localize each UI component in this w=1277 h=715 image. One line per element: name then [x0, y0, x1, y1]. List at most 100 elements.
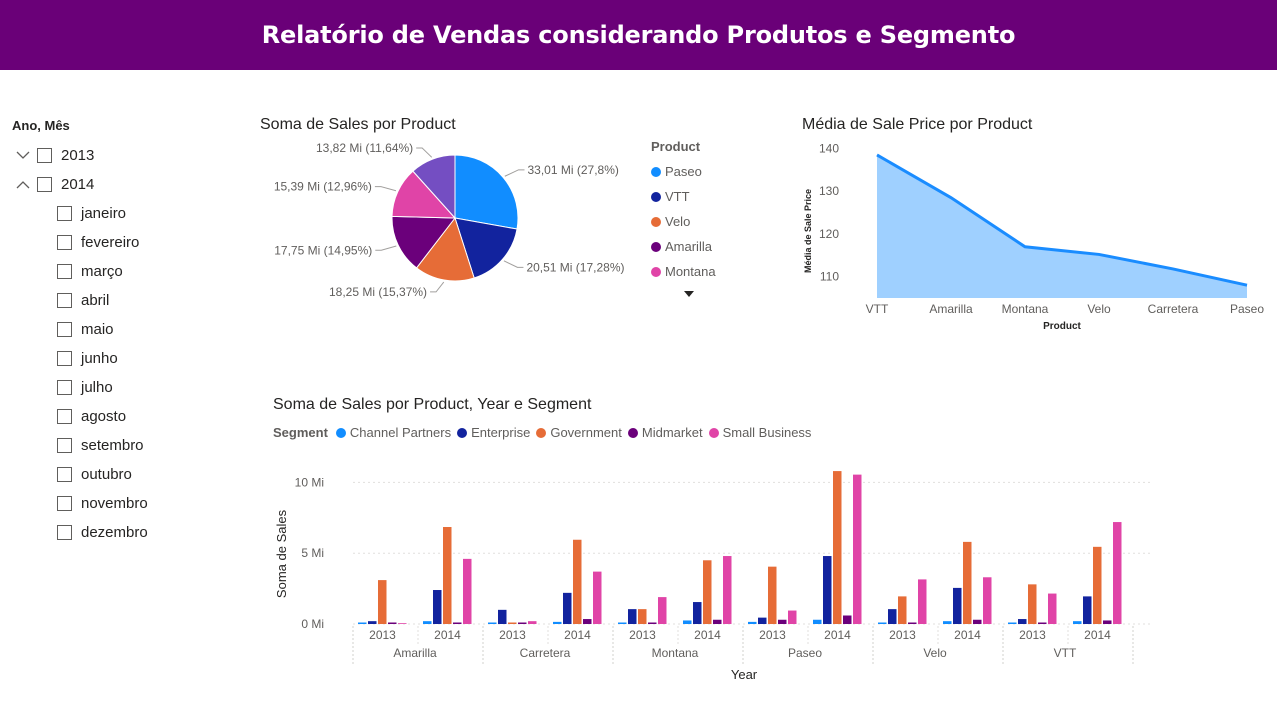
checkbox[interactable] — [57, 264, 72, 279]
column-bar[interactable] — [768, 566, 777, 624]
column-bar[interactable] — [593, 571, 602, 624]
chevron-down-icon[interactable] — [16, 149, 30, 163]
column-bar[interactable] — [1093, 546, 1102, 624]
checkbox[interactable] — [57, 496, 72, 511]
column-bar[interactable] — [398, 623, 407, 624]
column-bar[interactable] — [853, 474, 862, 624]
slicer-month-item[interactable]: junho — [12, 344, 212, 373]
checkbox[interactable] — [57, 525, 72, 540]
column-bar[interactable] — [788, 610, 797, 624]
column-bar[interactable] — [953, 587, 962, 624]
column-bar[interactable] — [658, 597, 667, 624]
column-bar[interactable] — [898, 596, 907, 624]
slicer-month-item[interactable]: março — [12, 257, 212, 286]
column-bar[interactable] — [683, 620, 692, 624]
column-bar[interactable] — [463, 558, 472, 624]
pie-legend-item[interactable]: Amarilla — [651, 234, 716, 259]
column-bar[interactable] — [443, 527, 452, 624]
checkbox[interactable] — [57, 438, 72, 453]
column-bar[interactable] — [453, 622, 462, 625]
slicer-month-item[interactable]: dezembro — [12, 518, 212, 547]
column-bar[interactable] — [563, 592, 572, 624]
column-bar[interactable] — [518, 622, 527, 625]
column-bar[interactable] — [723, 556, 732, 624]
slicer-month-item[interactable]: fevereiro — [12, 228, 212, 257]
column-bar[interactable] — [433, 590, 442, 624]
slicer-month-item[interactable]: janeiro — [12, 199, 212, 228]
checkbox[interactable] — [57, 467, 72, 482]
chevron-up-icon[interactable] — [16, 178, 30, 192]
column-bar[interactable] — [713, 619, 722, 624]
checkbox[interactable] — [57, 322, 72, 337]
area-line[interactable] — [876, 153, 1248, 287]
column-bar[interactable] — [943, 621, 952, 624]
column-bar[interactable] — [528, 621, 537, 624]
slicer-month-item[interactable]: outubro — [12, 460, 212, 489]
slicer-month-item[interactable]: setembro — [12, 431, 212, 460]
slicer-year-2013[interactable]: 2013 — [12, 141, 212, 170]
pie-slice[interactable] — [454, 217, 518, 279]
checkbox[interactable] — [37, 177, 52, 192]
column-bar[interactable] — [508, 622, 517, 625]
column-bar[interactable] — [1113, 522, 1122, 624]
column-bar[interactable] — [648, 622, 657, 625]
area-chart[interactable]: 110 120 130 140 VTT Amarilla Montana Velo Carret… — [795, 136, 1265, 336]
column-bar[interactable] — [1083, 596, 1092, 624]
column-bar[interactable] — [963, 541, 972, 624]
pie-legend-item[interactable]: Paseo — [651, 159, 716, 184]
column-bar[interactable] — [553, 621, 562, 624]
checkbox[interactable] — [57, 293, 72, 308]
column-bar[interactable] — [628, 609, 637, 624]
column-bar[interactable] — [758, 617, 767, 624]
column-bar[interactable] — [748, 621, 757, 624]
checkbox[interactable] — [57, 206, 72, 221]
column-bar[interactable] — [833, 471, 842, 624]
column-bar[interactable] — [1048, 593, 1057, 624]
column-bar[interactable] — [388, 622, 397, 625]
pie-chart[interactable]: 33,01 Mi (27,8%) 20,51 Mi (17,28%) 18,25 M… — [270, 138, 640, 308]
column-bar[interactable] — [703, 560, 712, 624]
pie-slice[interactable] — [391, 215, 456, 269]
legend-more-button[interactable] — [651, 286, 716, 301]
column-bar[interactable] — [843, 615, 852, 624]
checkbox[interactable] — [57, 235, 72, 250]
checkbox[interactable] — [37, 148, 52, 163]
checkbox[interactable] — [57, 409, 72, 424]
column-bar[interactable] — [973, 619, 982, 624]
segment-legend-item[interactable]: Channel Partners — [335, 425, 451, 440]
column-bar[interactable] — [618, 622, 627, 625]
segment-legend-item[interactable]: Enterprise — [457, 425, 530, 440]
column-bar[interactable] — [1008, 622, 1017, 625]
column-bar[interactable] — [1028, 584, 1037, 624]
column-bar[interactable] — [778, 619, 787, 624]
segment-legend-item[interactable]: Small Business — [708, 425, 811, 440]
column-bar[interactable] — [583, 619, 592, 624]
checkbox[interactable] — [57, 351, 72, 366]
column-bar[interactable] — [908, 622, 917, 625]
pie-slice[interactable] — [412, 154, 456, 220]
column-bar[interactable] — [1073, 621, 1082, 624]
column-bar[interactable] — [823, 556, 832, 624]
pie-legend-item[interactable]: Velo — [651, 209, 716, 234]
column-bar[interactable] — [813, 619, 822, 624]
slicer-month-item[interactable]: agosto — [12, 402, 212, 431]
checkbox[interactable] — [57, 380, 72, 395]
column-chart[interactable]: 0 Mi 5 Mi 10 Mi Soma de Sales 2013 2014 Amaril… — [265, 460, 1165, 690]
pie-slice[interactable] — [415, 216, 475, 282]
column-bar[interactable] — [378, 580, 387, 624]
slicer-month-item[interactable]: julho — [12, 373, 212, 402]
column-bar[interactable] — [638, 609, 647, 624]
slicer-month-item[interactable]: novembro — [12, 489, 212, 518]
column-bar[interactable] — [1038, 622, 1047, 625]
pie-legend-item[interactable]: VTT — [651, 184, 716, 209]
column-bar[interactable] — [888, 609, 897, 624]
column-bar[interactable] — [1018, 619, 1027, 624]
column-bar[interactable] — [918, 579, 927, 624]
column-bar[interactable] — [693, 602, 702, 624]
slicer-month-item[interactable]: abril — [12, 286, 212, 315]
column-bar[interactable] — [368, 621, 377, 624]
segment-legend-item[interactable]: Midmarket — [627, 425, 703, 440]
column-bar[interactable] — [423, 621, 432, 624]
column-bar[interactable] — [498, 609, 507, 624]
slicer-year-2014[interactable]: 2014 — [12, 170, 212, 199]
